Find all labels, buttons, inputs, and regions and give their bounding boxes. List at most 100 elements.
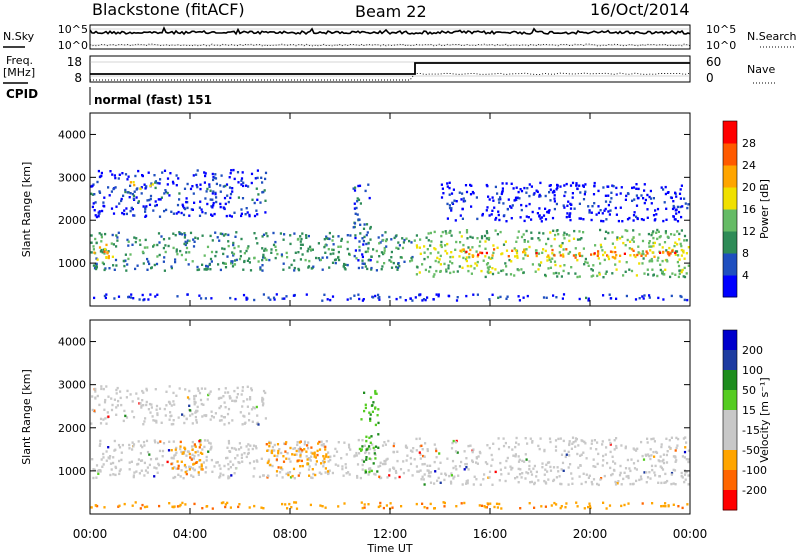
heatmap-cell bbox=[514, 455, 517, 458]
heatmap-cell bbox=[196, 268, 199, 272]
heatmap-cell bbox=[374, 423, 377, 427]
heatmap-cell bbox=[598, 271, 601, 275]
heatmap-cell bbox=[261, 181, 264, 184]
heatmap-cell bbox=[283, 297, 286, 300]
heatmap-cell bbox=[585, 296, 588, 300]
heatmap-cell bbox=[458, 231, 461, 234]
heatmap-cell bbox=[648, 195, 651, 199]
heatmap-cell bbox=[331, 295, 335, 298]
heatmap-cell bbox=[98, 191, 102, 194]
heatmap-cell bbox=[365, 456, 368, 459]
heatmap-cell bbox=[261, 398, 264, 402]
heatmap-cell bbox=[468, 256, 471, 259]
heatmap-cell bbox=[288, 502, 291, 506]
heatmap-cell bbox=[202, 403, 205, 406]
heatmap-cell bbox=[439, 461, 442, 464]
heatmap-cell bbox=[93, 209, 96, 212]
heatmap-cell bbox=[389, 502, 392, 505]
heatmap-cell bbox=[241, 405, 244, 408]
heatmap-cell bbox=[321, 268, 324, 271]
heatmap-cell bbox=[582, 231, 585, 234]
heatmap-cell bbox=[685, 239, 688, 242]
heatmap-cell bbox=[222, 252, 225, 256]
heatmap-cell bbox=[210, 445, 213, 448]
heatmap-cell bbox=[564, 455, 567, 459]
heatmap-cell bbox=[113, 439, 116, 443]
heatmap-cell bbox=[635, 479, 638, 483]
heatmap-cell bbox=[266, 461, 269, 465]
heatmap-cell bbox=[591, 269, 594, 272]
heatmap-cell bbox=[374, 391, 377, 394]
heatmap-cell bbox=[224, 503, 227, 506]
heatmap-cell bbox=[177, 464, 180, 468]
heatmap-cell bbox=[214, 254, 217, 258]
heatmap-cell bbox=[231, 260, 234, 263]
heatmap-cell bbox=[91, 395, 94, 398]
heatmap-cell bbox=[328, 237, 331, 241]
heatmap-cell bbox=[684, 436, 687, 439]
heatmap-cell bbox=[257, 423, 260, 426]
heatmap-cell bbox=[130, 206, 133, 210]
heatmap-cell bbox=[212, 190, 215, 193]
heatmap-cell bbox=[448, 181, 451, 184]
heatmap-cell bbox=[194, 451, 197, 454]
heatmap-cell bbox=[102, 201, 105, 204]
heatmap-cell bbox=[547, 210, 550, 213]
heatmap-cell bbox=[123, 264, 126, 268]
heatmap-cell bbox=[529, 437, 532, 440]
heatmap-cell bbox=[448, 294, 451, 298]
heatmap-cell bbox=[112, 264, 115, 267]
heatmap-cell bbox=[549, 440, 552, 444]
heatmap-cell bbox=[556, 184, 559, 187]
heatmap-cell bbox=[110, 207, 114, 210]
heatmap-cell bbox=[110, 408, 114, 412]
heatmap-cell bbox=[455, 439, 458, 443]
heatmap-cell bbox=[117, 177, 120, 180]
heatmap-cell bbox=[142, 440, 146, 444]
heatmap-cell bbox=[295, 507, 299, 510]
heatmap-cell bbox=[91, 458, 94, 461]
heatmap-cell bbox=[572, 237, 576, 240]
heatmap-cell bbox=[193, 403, 196, 406]
heatmap-cell bbox=[385, 238, 388, 241]
heatmap-cell bbox=[513, 199, 516, 202]
heatmap-cell bbox=[299, 454, 302, 457]
heatmap-cell bbox=[298, 471, 302, 475]
heatmap-cell bbox=[240, 453, 243, 456]
heatmap-cell bbox=[307, 234, 310, 238]
heatmap-cell bbox=[574, 247, 577, 250]
heatmap-cell bbox=[115, 205, 118, 208]
heatmap-cell bbox=[448, 204, 451, 207]
heatmap-cell bbox=[461, 217, 464, 220]
heatmap-cell bbox=[161, 449, 165, 453]
heatmap-cell bbox=[544, 218, 548, 221]
heatmap-cell bbox=[652, 197, 655, 200]
heatmap-cell bbox=[662, 188, 665, 191]
heatmap-cell bbox=[289, 460, 292, 463]
heatmap-cell bbox=[227, 407, 231, 411]
heatmap-cell bbox=[535, 470, 538, 474]
heatmap-cell bbox=[406, 454, 409, 457]
heatmap-cell bbox=[544, 505, 547, 508]
heatmap-cell bbox=[381, 234, 384, 237]
heatmap-cell bbox=[353, 207, 356, 210]
heatmap-cell bbox=[98, 232, 101, 235]
heatmap-cell bbox=[346, 234, 349, 237]
heatmap-cell bbox=[101, 465, 104, 468]
heatmap-cell bbox=[118, 446, 122, 449]
heatmap-cell bbox=[496, 246, 499, 249]
heatmap-cell bbox=[609, 441, 612, 445]
heatmap-cell bbox=[200, 467, 203, 471]
heatmap-cell bbox=[638, 262, 641, 265]
heatmap-cell bbox=[214, 177, 218, 180]
heatmap-cell bbox=[143, 474, 146, 477]
heatmap-cell bbox=[210, 410, 213, 413]
heatmap-cell bbox=[504, 262, 507, 265]
heatmap-cell bbox=[561, 461, 565, 465]
heatmap-cell bbox=[571, 192, 574, 195]
heatmap-cell bbox=[363, 503, 366, 506]
heatmap-cell bbox=[147, 171, 150, 174]
heatmap-cell bbox=[686, 503, 689, 506]
heatmap-cell bbox=[537, 237, 540, 240]
heatmap-cell bbox=[172, 232, 175, 235]
